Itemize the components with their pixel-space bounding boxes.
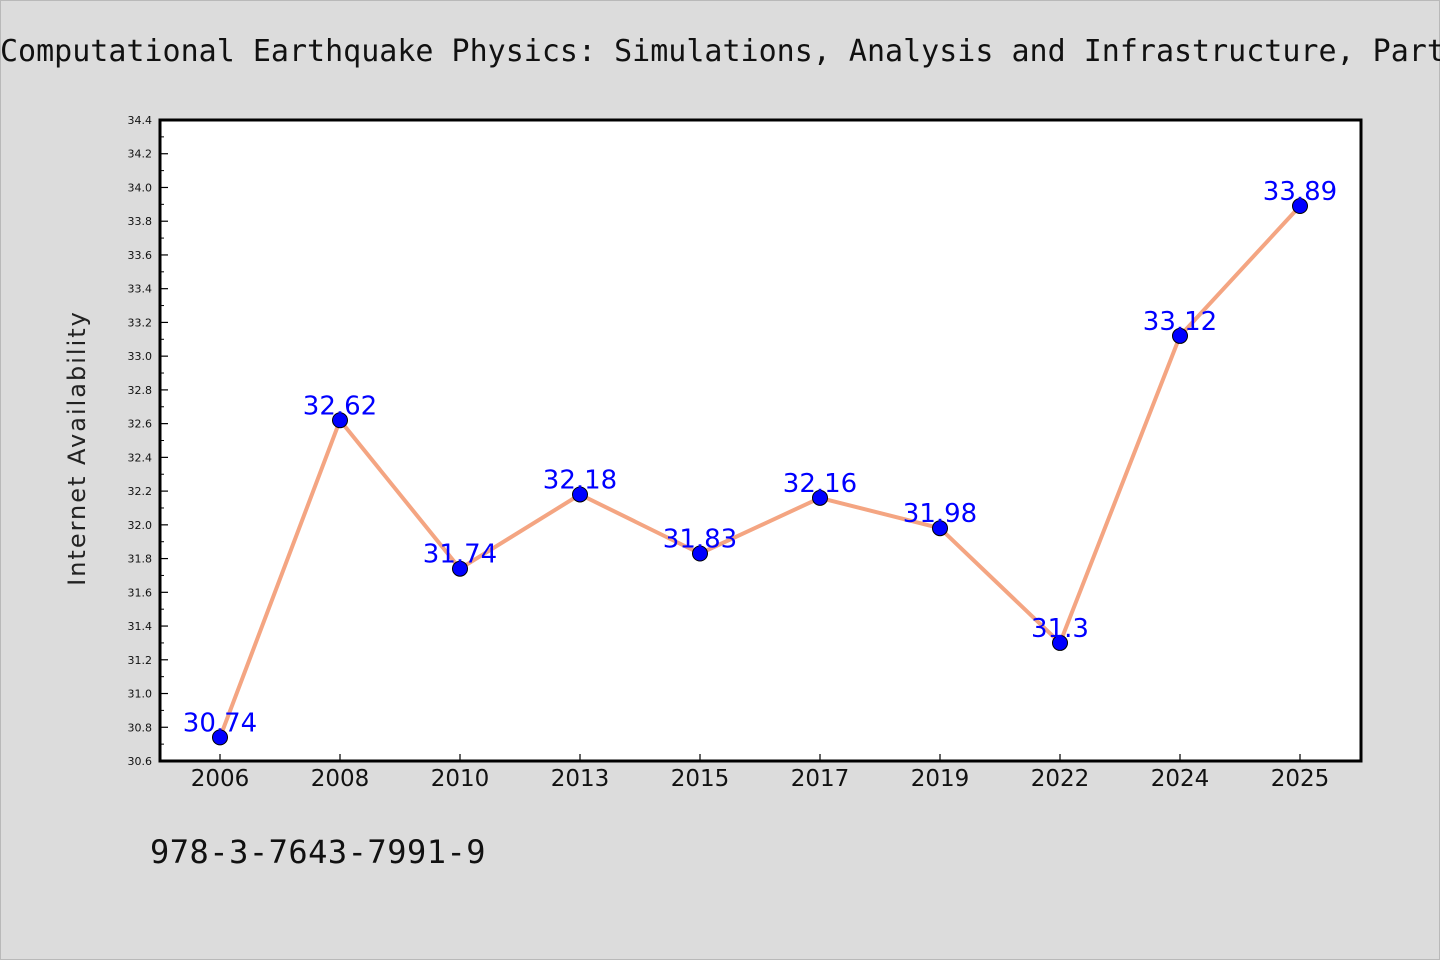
data-label: 30.74: [183, 708, 257, 738]
data-label: 31.74: [423, 540, 497, 570]
data-point: [1172, 327, 1188, 344]
x-tick-label: 2022: [1031, 766, 1090, 792]
y-tick-label: 31.0: [128, 688, 153, 701]
chart-title: Computational Earthquake Physics: Simula…: [0, 34, 1440, 69]
plot-area: [160, 120, 1361, 761]
x-tick-label: 2013: [551, 766, 610, 792]
x-tick-label: 2025: [1271, 766, 1330, 792]
y-tick-label: 33.0: [128, 350, 153, 363]
y-axis-label: Internet Availability: [63, 310, 91, 586]
x-tick-label: 2010: [431, 766, 490, 792]
data-label: 31.98: [903, 499, 977, 529]
y-tick-label: 34.2: [128, 148, 153, 161]
y-tick-label: 31.6: [128, 586, 153, 599]
y-tick-label: 34.0: [128, 181, 153, 194]
y-tick-label: 33.6: [128, 249, 153, 262]
y-tick-label: 32.0: [128, 519, 153, 532]
y-tick-label: 31.4: [128, 620, 153, 633]
data-label: 31.83: [663, 525, 737, 555]
data-point: [1292, 198, 1308, 215]
isbn-footer: 978-3-7643-7991-9: [150, 833, 487, 871]
x-tick-label: 2024: [1151, 766, 1210, 792]
data-labels: 30.74 32.62 31.74 32.18 31.83 32.16 31.98 31.3 3…: [183, 177, 1337, 738]
data-point: [1052, 634, 1068, 651]
y-tick-label: 32.4: [128, 451, 153, 464]
x-tick-label: 2019: [911, 766, 970, 792]
y-tick-label: 34.4: [128, 114, 153, 127]
data-point: [932, 520, 948, 537]
y-tick-label: 32.2: [128, 485, 153, 498]
y-tick-label: 30.6: [128, 755, 153, 768]
data-point: [572, 486, 588, 503]
data-label: 31.3: [1031, 614, 1089, 644]
y-axis-ticks: 30.6 30.8 31.0 31.2 31.4 31.6 31.8 32.0 32.2 32.4…: [128, 114, 168, 768]
data-label: 32.16: [783, 469, 857, 499]
x-tick-label: 2017: [791, 766, 850, 792]
x-axis-ticks: 2006 2008 2010 2013 2015 2017 2019 2022 2024 2025: [191, 754, 1330, 792]
y-tick-label: 33.2: [128, 316, 153, 329]
data-point: [692, 545, 708, 562]
data-point: [812, 489, 828, 506]
y-tick-label: 33.4: [128, 283, 153, 296]
y-tick-label: 31.2: [128, 654, 153, 667]
y-tick-label: 33.8: [128, 215, 153, 228]
series-line: [218, 204, 1302, 740]
data-label: 32.18: [543, 465, 617, 495]
y-tick-label: 30.8: [128, 721, 153, 734]
data-point: [212, 729, 228, 746]
data-point: [332, 412, 348, 429]
x-tick-label: 2008: [311, 766, 370, 792]
x-tick-label: 2006: [191, 766, 250, 792]
data-point: [452, 560, 468, 577]
data-markers: [212, 198, 1308, 746]
plot-border: [158, 118, 1363, 763]
y-tick-label: 32.6: [128, 418, 153, 431]
x-tick-label: 2015: [671, 766, 730, 792]
data-label: 32.62: [303, 391, 377, 421]
data-label: 33.12: [1143, 307, 1217, 337]
data-label: 33.89: [1263, 177, 1337, 207]
y-tick-label: 31.8: [128, 553, 153, 566]
y-tick-label: 32.8: [128, 384, 153, 397]
